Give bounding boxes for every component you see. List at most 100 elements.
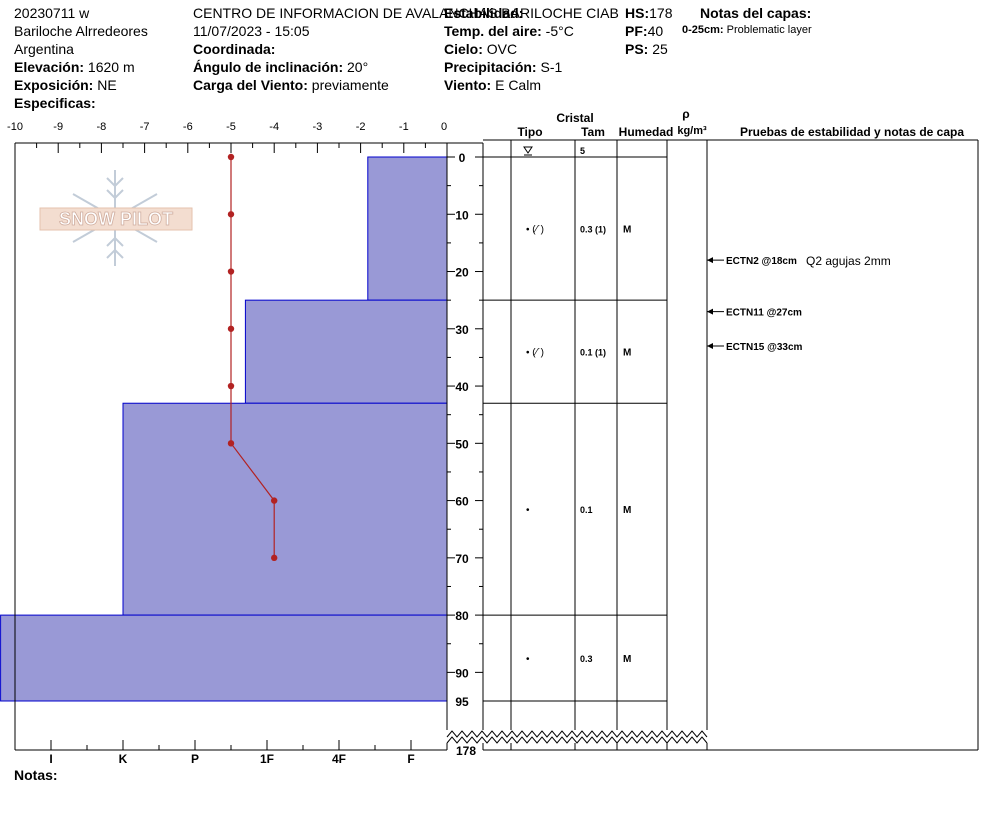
hardness-tick-label-2: P (191, 752, 199, 766)
layer-note: 0-25cm: Problematic layer (682, 24, 812, 37)
layer-grain-size-3: 0.3 (580, 654, 593, 664)
location-name: Bariloche Alrredeores (14, 23, 148, 39)
layer-grain-size-1: 0.1 (1) (580, 348, 606, 358)
hs-label: HS: (625, 5, 650, 21)
depth-max-label: 95 (455, 695, 469, 709)
ps-value: 25 (652, 41, 668, 57)
hs-value: 178 (649, 5, 673, 21)
temperature-point-2 (227, 268, 235, 275)
break-line-lower (446, 736, 708, 744)
temp-tick-label-0: -10 (7, 121, 23, 133)
hardness-tick-label-0: I (49, 752, 52, 766)
depth-tick-label-2: 20 (455, 266, 469, 280)
hardness-tick-label-3: 1F (260, 752, 274, 766)
test-label-0: ECTN2 @18cm (726, 256, 797, 267)
organization: CENTRO DE INFORMACION DE AVALANCHAS BARI… (193, 5, 619, 21)
layer-note-range: 0-25cm: (682, 24, 724, 36)
test-arrow-icon-0 (707, 257, 713, 264)
test-note-0: Q2 agujas 2mm (806, 254, 891, 268)
penetration-ski: PS: 25 (625, 40, 668, 58)
pf-label: PF: (625, 23, 648, 39)
temperature-point-4 (227, 382, 235, 390)
notes-label: Notas: (14, 767, 58, 783)
depth-tick-label-8: 80 (455, 609, 469, 623)
temp-tick-label-5: -5 (226, 121, 236, 133)
layer-note-text: Problematic layer (726, 24, 812, 36)
depth-tick-label-0: 0 (459, 151, 466, 165)
hs-depth-label: 178 (456, 744, 476, 758)
layer-grain-size-0: 0.3 (1) (580, 225, 606, 235)
air-temperature: Temp. del aire: -5°C (444, 22, 574, 40)
profile-id: 20230711 w (14, 5, 90, 21)
test-label-2: ECTN15 @33cm (726, 342, 803, 353)
header-moisture: Humedad (619, 125, 674, 139)
depth-tick-label-7: 70 (455, 552, 469, 566)
header-crystal: Cristal (556, 111, 593, 125)
depth-tick-label-1: 10 (455, 208, 469, 222)
wind-label: Viento: (444, 77, 492, 93)
country: Argentina (14, 41, 74, 57)
temperature-point-6 (271, 497, 278, 504)
temperature-point-3 (227, 325, 235, 332)
layer-grain-type-2: • (526, 505, 530, 516)
snowpilot-watermark: SNOW PILOT (39, 170, 193, 266)
depth-tick-label-4: 40 (455, 380, 469, 394)
watermark-text: SNOW PILOT (59, 209, 173, 229)
wind-load-label: Carga del Viento: (193, 77, 308, 93)
temp-tick-label-10: 0 (441, 121, 447, 133)
observation-datetime: 11/07/2023 - 15:05 (193, 23, 310, 39)
hardness-layer-2 (122, 402, 448, 616)
penetration-foot: PF:40 (625, 22, 663, 40)
slope-label: Ángulo de inclinación: (193, 59, 344, 75)
layer-grain-size-2: 0.1 (580, 505, 593, 515)
temp-tick-label-6: -4 (269, 121, 279, 133)
depth-tick-label-6: 60 (455, 495, 469, 509)
hardness-layer-1 (244, 299, 448, 404)
aspect-label: Exposición: (14, 77, 94, 93)
wind-value: E Calm (495, 77, 541, 93)
elevation-label: Elevación: (14, 59, 85, 75)
precip-label: Precipitación: (444, 59, 537, 75)
wind-load-value: previamente (311, 77, 389, 93)
hardness-tick-label-4: 4F (332, 752, 346, 766)
aspect-value: NE (97, 77, 117, 93)
slope-value: 20° (347, 59, 369, 75)
break-line-upper (446, 730, 708, 738)
pf-value: 40 (647, 23, 664, 39)
temperature-point-7 (271, 554, 278, 562)
layer-moisture-0: M (623, 225, 631, 236)
layer-grain-type-0: • (⁄´) (526, 224, 544, 236)
precip-value: S-1 (540, 59, 563, 75)
hardness-tick-label-1: K (119, 752, 128, 766)
sky-condition: Cielo: OVC (444, 40, 517, 58)
elevation-value: 1620 m (87, 59, 135, 75)
surface-size: 5 (580, 146, 585, 156)
precipitation: Precipitación: S-1 (444, 58, 562, 76)
wind-loading: Carga del Viento: previamente (193, 76, 389, 94)
wind: Viento: E Calm (444, 76, 541, 94)
snow-height: HS:178 (625, 4, 672, 22)
layer-moisture-1: M (623, 348, 631, 359)
ps-label: PS: (625, 41, 649, 57)
test-label-1: ECTN11 @27cm (726, 308, 802, 319)
elevation: Elevación: 1620 m (14, 58, 135, 76)
hardness-layer-0 (367, 156, 448, 301)
header-rho: ρ (682, 107, 689, 121)
temperature-line (230, 157, 275, 558)
temperature-point-1 (227, 211, 235, 218)
header-tests: Pruebas de estabilidad y notas de capa (740, 125, 964, 139)
layer-notes-title: Notas del capas: (700, 5, 812, 21)
sky-label: Cielo: (444, 41, 483, 57)
coordinate-label: Coordinada: (193, 41, 276, 57)
sky-value: OVC (486, 41, 518, 57)
header-type: Tipo (517, 125, 542, 139)
temp-tick-label-1: -9 (53, 121, 63, 133)
air-temp-value: -5°C (545, 23, 574, 39)
layer-moisture-2: M (623, 505, 631, 516)
depth-tick-label-9: 90 (455, 666, 469, 680)
air-temp-label: Temp. del aire: (444, 23, 542, 39)
temperature-point-0 (227, 153, 235, 161)
hardness-layer-3 (0, 614, 448, 702)
temp-tick-label-4: -6 (183, 121, 193, 133)
